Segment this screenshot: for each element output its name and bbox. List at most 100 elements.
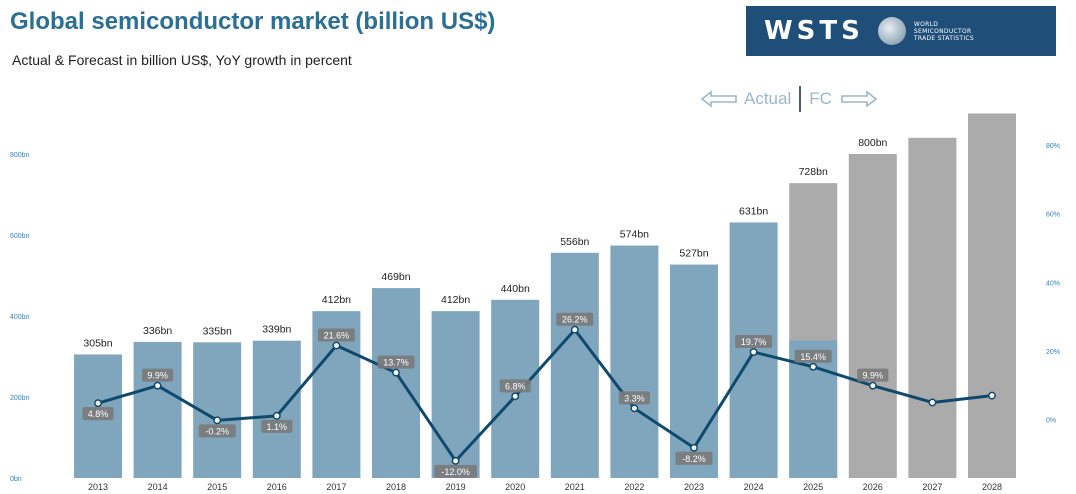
growth-badge: [618, 391, 650, 405]
y-left-tick-label: 0bn: [10, 476, 22, 483]
growth-badge: [377, 355, 415, 369]
growth-badge: [261, 419, 293, 433]
legend-actual-label: Actual: [744, 89, 792, 108]
y-left-tick-label: 400bn: [10, 314, 30, 321]
growth-point: [153, 381, 162, 390]
growth-point: [749, 348, 758, 356]
bar-data-label: 335bn: [203, 325, 232, 337]
growth-data-label: 6.8%: [505, 381, 526, 391]
growth-data-label: 15.4%: [800, 352, 826, 362]
bar-data-label: 412bn: [441, 294, 470, 306]
growth-point: [511, 392, 520, 401]
x-tick-label: 2013: [88, 482, 108, 492]
bar: [848, 154, 897, 478]
growth-point: [94, 399, 102, 408]
x-tick-label: 2021: [565, 482, 585, 492]
growth-data-label: -8.2%: [682, 454, 706, 464]
y-right-tick-label: 20%: [1046, 349, 1060, 356]
logo-tagline-line: TRADE STATISTICS: [913, 34, 975, 42]
legend-divider: [799, 86, 802, 112]
actual-forecast-legend: Actual FC: [700, 86, 878, 112]
x-tick-label: 2023: [684, 482, 704, 492]
bar: [431, 311, 480, 478]
growth-badge: [198, 424, 236, 438]
legend-forecast-label: FC: [809, 89, 832, 108]
page-title: Global semiconductor market (billion US$…: [10, 8, 496, 35]
x-tick-label: 2017: [326, 482, 346, 492]
x-tick-label: 2026: [863, 482, 883, 492]
growth-point: [928, 398, 937, 407]
growth-point: [868, 381, 877, 390]
growth-badge: [317, 328, 355, 342]
x-tick-label: 2014: [148, 482, 168, 492]
y-right-tick-label: 0%: [1046, 418, 1056, 425]
x-tick-label: 2025: [803, 482, 823, 492]
growth-data-label: 26.2%: [562, 315, 588, 325]
bar-data-label: 336bn: [143, 325, 172, 337]
logo-tagline-line: SEMICONDUCTOR: [913, 27, 972, 35]
x-tick-label: 2022: [624, 482, 644, 492]
bar-data-label: 728bn: [799, 166, 828, 178]
y-right-tick-label: 60%: [1046, 212, 1060, 219]
bar: [372, 288, 420, 478]
bar-data-label: 305bn: [83, 337, 112, 349]
growth-point: [630, 404, 639, 413]
bar-data-label: 800bn: [858, 137, 887, 149]
growth-badge: [82, 407, 114, 421]
bar-data-label: 631bn: [739, 205, 768, 217]
growth-point: [570, 325, 579, 334]
growth-badge: [675, 451, 713, 465]
y-left-tick-label: 600bn: [10, 233, 30, 240]
chart-subtitle: Actual & Forecast in billion US$, YoY gr…: [12, 52, 352, 68]
growth-point: [809, 362, 818, 371]
x-tick-label: 2015: [207, 482, 227, 492]
arrow-left-icon: [700, 90, 737, 108]
y-right-tick-label: 80%: [1046, 143, 1060, 150]
growth-data-label: 4.8%: [88, 409, 109, 419]
growth-point: [392, 368, 400, 377]
bar: [670, 264, 718, 478]
x-tick-label: 2028: [982, 482, 1002, 492]
bar-data-label: 339bn: [262, 324, 291, 336]
arrow-right-icon: [841, 90, 878, 108]
wsts-logo: WSTS WORLD SEMICONDUCTOR TRADE STATISTIC…: [746, 6, 1056, 56]
growth-data-label: 21.6%: [324, 331, 350, 341]
bar-data-label: 556bn: [560, 236, 589, 248]
logo-wordmark: WSTS: [764, 16, 864, 46]
growth-badge: [857, 368, 889, 382]
bar-data-label: 469bn: [381, 271, 410, 283]
growth-data-label: 3.3%: [624, 393, 645, 403]
logo-tagline-line: WORLD: [913, 20, 939, 28]
y-left-tick-label: 200bn: [10, 395, 30, 402]
growth-point: [451, 456, 460, 465]
growth-point: [690, 443, 698, 452]
x-tick-label: 2024: [744, 482, 764, 492]
growth-data-label: 19.7%: [741, 337, 767, 347]
bar: [610, 245, 659, 478]
x-tick-label: 2018: [386, 482, 406, 492]
growth-badge: [142, 368, 174, 382]
bar: [908, 137, 957, 479]
growth-data-label: 13.7%: [383, 358, 409, 368]
growth-data-label: -0.2%: [205, 426, 229, 436]
growth-badge: [735, 335, 773, 349]
growth-point: [988, 391, 996, 400]
growth-data-label: -12.0%: [441, 467, 470, 477]
growth-line: [97, 328, 993, 463]
growth-badge: [499, 379, 531, 393]
logo-tagline: WORLD SEMICONDUCTOR TRADE STATISTICS: [914, 21, 974, 42]
y-right-tick-label: 40%: [1046, 280, 1060, 287]
growth-badge: [434, 464, 477, 478]
bar: [133, 341, 182, 478]
bar-data-label: 574bn: [620, 229, 649, 241]
growth-badge: [556, 312, 594, 326]
x-tick-label: 2016: [267, 482, 287, 492]
growth-point: [272, 411, 281, 420]
bar-data-label: 440bn: [501, 283, 530, 295]
x-tick-label: 2027: [922, 482, 942, 492]
bar-data-label: 412bn: [322, 294, 351, 306]
growth-data-label: 1.1%: [267, 422, 288, 432]
growth-badge: [794, 349, 832, 363]
growth-data-label: 9.9%: [863, 371, 884, 381]
